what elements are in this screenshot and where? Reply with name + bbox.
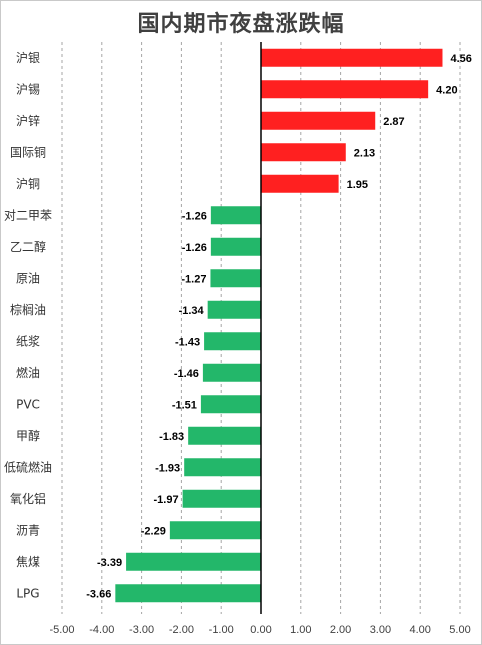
data-label: -1.27 <box>181 273 206 285</box>
data-label: 2.87 <box>383 116 404 128</box>
data-label: -1.93 <box>155 462 180 474</box>
category-label: 原油 <box>16 271 40 285</box>
bar <box>261 111 376 130</box>
bar <box>210 206 261 225</box>
data-label: -1.43 <box>175 336 200 348</box>
data-label: -2.29 <box>141 525 166 537</box>
data-label: 4.56 <box>450 53 471 65</box>
category-label: 沥青 <box>16 523 40 537</box>
category-label: 沪锡 <box>16 81 40 96</box>
chart-title: 国内期市夜盘涨跌幅 <box>137 12 345 37</box>
bar <box>207 300 261 319</box>
category-label: 乙二醇 <box>10 239 46 254</box>
bar <box>204 332 261 351</box>
bar <box>261 174 339 193</box>
category-label: 国际铜 <box>10 144 46 159</box>
x-tick-label: 5.00 <box>449 624 470 636</box>
bar <box>261 48 443 67</box>
bar <box>202 363 261 382</box>
data-label: -1.34 <box>179 305 205 317</box>
category-label: 氧化铝 <box>10 491 46 506</box>
category-label: 纸浆 <box>16 333 40 348</box>
bar <box>210 237 261 256</box>
bar <box>200 395 261 414</box>
bar <box>169 521 261 540</box>
bar <box>182 489 261 508</box>
bar <box>188 426 261 445</box>
category-label: 棕榈油 <box>10 302 46 317</box>
x-tick-label: 2.00 <box>330 624 351 636</box>
category-label: 对二甲苯 <box>4 208 52 222</box>
x-tick-label: -5.00 <box>49 624 74 636</box>
data-label: -1.46 <box>174 368 199 380</box>
bar <box>184 458 261 477</box>
category-label: 沪铜 <box>16 176 40 191</box>
category-label: 燃油 <box>16 365 40 380</box>
category-label: 沪锌 <box>16 114 40 128</box>
category-label: 焦煤 <box>16 555 40 569</box>
data-label: 1.95 <box>347 179 368 191</box>
x-tick-label: -1.00 <box>209 624 234 636</box>
category-label: 低硫燃油 <box>4 459 52 474</box>
data-label: -1.26 <box>182 242 207 254</box>
bar <box>261 80 429 99</box>
x-tick-label: 4.00 <box>409 624 430 636</box>
data-label: -3.66 <box>86 588 111 600</box>
category-label: 沪银 <box>16 51 40 65</box>
x-tick-label: -3.00 <box>129 624 154 636</box>
data-label: -1.51 <box>172 399 197 411</box>
data-label: 4.20 <box>436 84 457 96</box>
x-tick-label: 3.00 <box>370 624 391 636</box>
category-label: PVC <box>16 397 40 411</box>
category-label: LPG <box>16 586 39 600</box>
category-label: 甲醇 <box>16 428 40 443</box>
data-label: 2.13 <box>354 147 375 159</box>
data-label: -1.26 <box>182 210 207 222</box>
x-tick-label: -4.00 <box>89 624 114 636</box>
data-label: -1.83 <box>159 431 184 443</box>
bar <box>115 584 261 603</box>
x-tick-label: 0.00 <box>250 624 271 636</box>
bar <box>126 552 261 571</box>
bar <box>210 269 261 288</box>
data-label: -3.39 <box>97 557 122 569</box>
data-label: -1.97 <box>154 494 179 506</box>
x-tick-label: 1.00 <box>290 624 311 636</box>
x-tick-label: -2.00 <box>169 624 194 636</box>
bar <box>261 143 346 162</box>
